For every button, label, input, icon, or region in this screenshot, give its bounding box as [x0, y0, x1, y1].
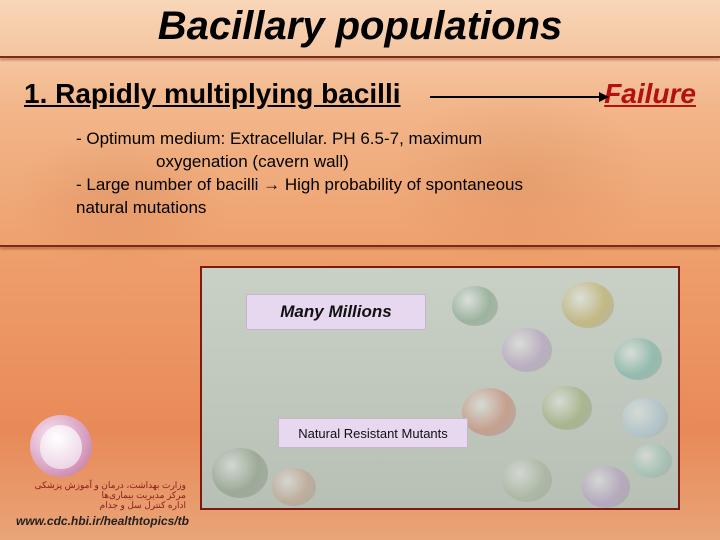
bacillus-blob — [502, 458, 552, 502]
subtitle: 1. Rapidly multiplying bacilli — [24, 78, 401, 110]
body-line-4: natural mutations — [76, 197, 680, 220]
bacillus-blob — [272, 468, 316, 506]
body-text: - Optimum medium: Extracellular. PH 6.5-… — [76, 128, 680, 220]
bacillus-blob — [622, 398, 668, 438]
bacillus-blob — [212, 448, 268, 498]
footer-area: وزارت بهداشت، درمان و آموزش پزشکی مرکز م… — [16, 415, 186, 528]
bacillus-blob — [582, 466, 630, 508]
body-line-1: - Optimum medium: Extracellular. PH 6.5-… — [76, 128, 680, 151]
persian-text: وزارت بهداشت، درمان و آموزش پزشکی مرکز م… — [16, 481, 186, 511]
bacillus-blob — [502, 328, 552, 372]
bacillus-blob — [452, 286, 498, 326]
arrow-icon — [430, 96, 608, 98]
divider-top — [0, 56, 720, 58]
bacillus-blob — [462, 388, 516, 436]
bacillus-blob — [614, 338, 662, 380]
body-line-2: oxygenation (cavern wall) — [76, 151, 680, 174]
millions-label: Many Millions — [246, 294, 426, 330]
illustration-box: Many Millions Natural Resistant Mutants — [200, 266, 680, 510]
mutants-label: Natural Resistant Mutants — [278, 418, 468, 448]
subtitle-row: 1. Rapidly multiplying bacilli Failure — [24, 78, 696, 110]
footer-url: www.cdc.hbi.ir/healthtopics/tb — [16, 514, 186, 528]
bacillus-blob — [542, 386, 592, 430]
slide-title: Bacillary populations — [0, 4, 720, 49]
slide-root: Bacillary populations 1. Rapidly multipl… — [0, 0, 720, 540]
failure-label: Failure — [604, 78, 696, 110]
logo-inner — [40, 425, 82, 469]
body-line-3: - Large number of bacilli → High probabi… — [76, 174, 680, 197]
persian-line-3: اداره کنترل سل و جذام — [16, 501, 186, 511]
logo-icon — [30, 415, 92, 477]
divider-mid — [0, 245, 720, 247]
bacillus-blob — [632, 444, 672, 478]
bacillus-blob — [562, 282, 614, 328]
